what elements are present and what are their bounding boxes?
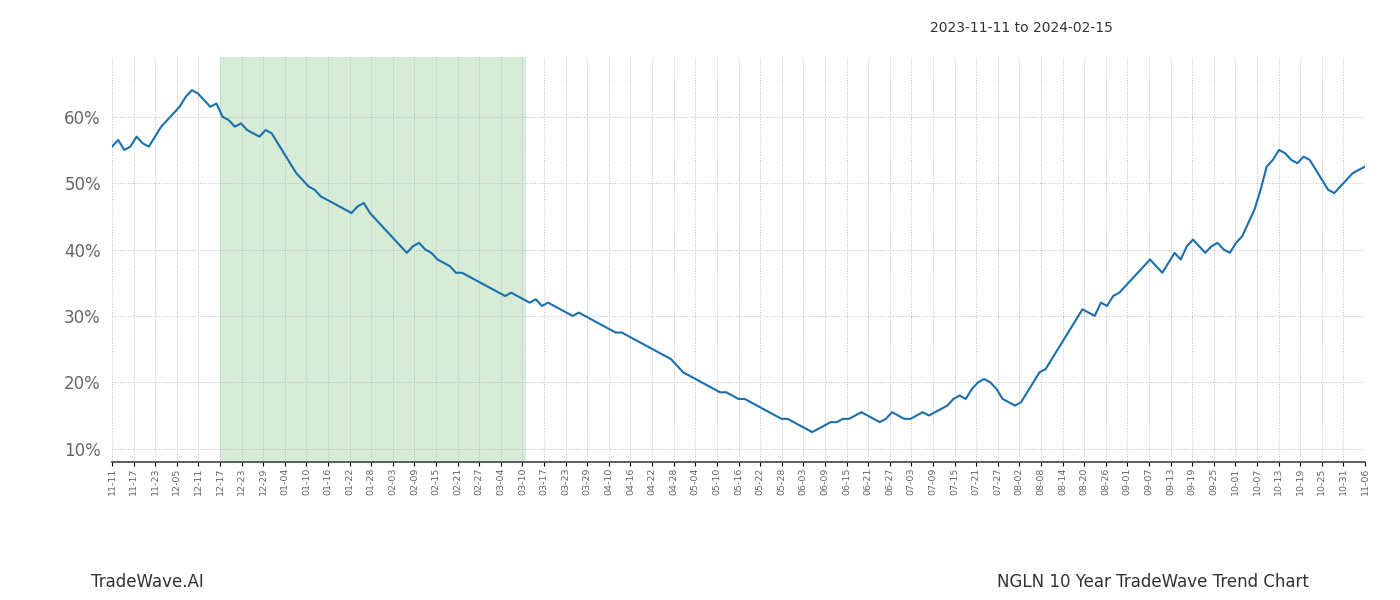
Bar	[220, 57, 525, 462]
Text: TradeWave.AI: TradeWave.AI	[91, 573, 204, 591]
Text: 2023-11-11 to 2024-02-15: 2023-11-11 to 2024-02-15	[930, 21, 1113, 35]
Text: NGLN 10 Year TradeWave Trend Chart: NGLN 10 Year TradeWave Trend Chart	[997, 573, 1309, 591]
